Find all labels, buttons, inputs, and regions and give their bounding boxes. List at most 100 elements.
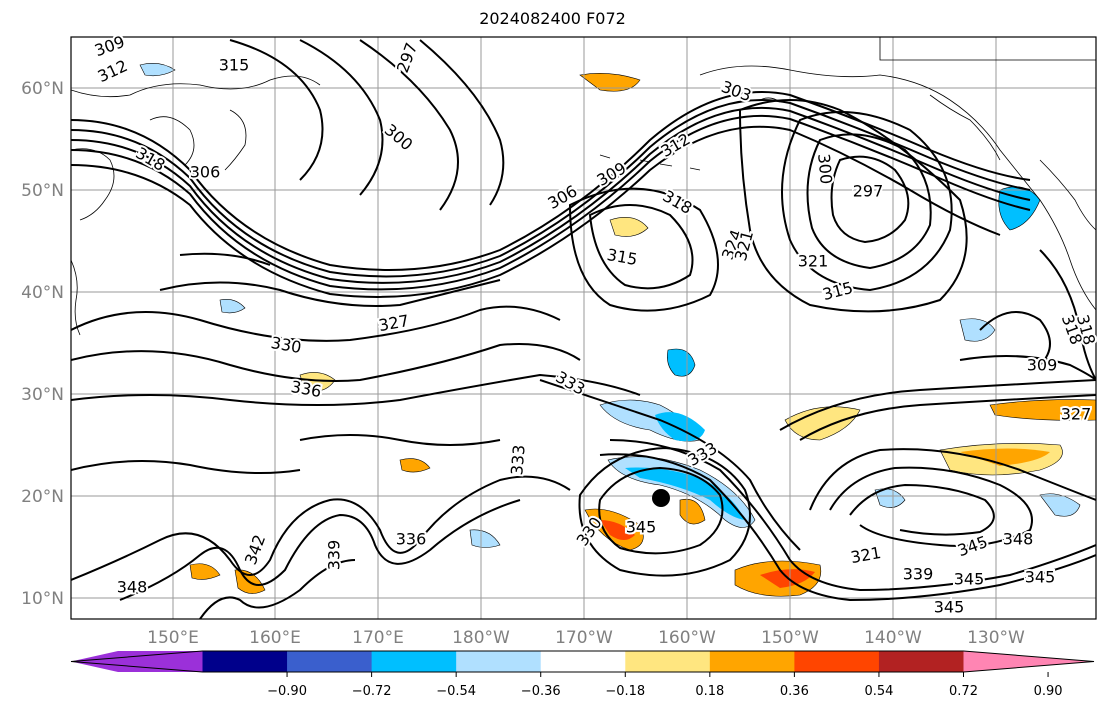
shade-patch <box>784 406 861 441</box>
contour-label: 345 <box>1025 568 1056 587</box>
contour-line <box>806 133 932 270</box>
shade-patch <box>609 217 649 237</box>
lat-label: 10°N <box>21 589 64 609</box>
colorbar-tick-label: −0.18 <box>605 684 645 699</box>
colorbar-segment <box>456 651 542 672</box>
lon-label: 160°E <box>249 628 301 648</box>
colorbar-tick-label: 0.36 <box>780 684 809 699</box>
colorbar-tick-label: −0.54 <box>436 684 476 699</box>
shade-patch <box>219 299 246 314</box>
contour-line <box>578 446 751 577</box>
contour-line <box>739 99 968 313</box>
lon-label: 140°W <box>864 628 922 648</box>
colorbar-outline <box>70 650 1095 673</box>
lon-label: 150°E <box>147 628 199 648</box>
contour-line <box>159 279 501 307</box>
lon-label: 130°W <box>967 628 1025 648</box>
contour-line <box>598 466 724 555</box>
colorbar-extend-min <box>71 651 203 672</box>
colorbar-tick-label: −0.72 <box>352 684 392 699</box>
contour-line <box>179 252 271 266</box>
contour-line <box>779 379 1096 431</box>
shade-patch <box>989 399 1096 421</box>
contour-label: 336 <box>396 530 427 549</box>
contour-line <box>71 91 1031 271</box>
map-title: 2024082400 F072 <box>0 9 1105 28</box>
lat-label: 50°N <box>21 181 64 201</box>
colorbar-segment <box>371 651 457 672</box>
contour-label: 315 <box>219 56 250 75</box>
longitude-axis: 150°E 160°E 170°E 180°W 170°W 160°W 150°… <box>147 628 1025 648</box>
shade-patch <box>189 563 221 580</box>
contour-label: 297 <box>853 182 884 201</box>
contour-line <box>959 355 1096 381</box>
contour-line <box>829 466 1033 547</box>
colorbar-tick-label: 0.90 <box>1034 684 1063 699</box>
contour-label: 348 <box>1003 530 1034 549</box>
contour-line <box>539 379 801 551</box>
contour-line <box>299 434 501 446</box>
contour-line <box>119 499 521 601</box>
contour-line <box>979 311 1051 366</box>
lat-label: 30°N <box>21 385 64 405</box>
lon-label: 170°W <box>555 628 613 648</box>
contour-line <box>71 114 1031 291</box>
contour-label: 309 <box>1027 356 1058 375</box>
shade-patch <box>625 467 745 520</box>
colorbar-tick-label: 0.18 <box>695 684 724 699</box>
contour-line <box>588 204 694 290</box>
contour-line <box>199 559 356 619</box>
contour-line <box>799 394 1096 441</box>
contour-line <box>71 460 301 475</box>
contour-line <box>609 439 1096 592</box>
contour-line <box>419 39 505 206</box>
shade-patch <box>679 498 706 525</box>
contour-label: 321 <box>798 252 829 271</box>
lon-label: 150°W <box>761 628 819 648</box>
map-title-text: 2024082400 F072 <box>479 9 626 28</box>
shade-patch <box>1039 493 1081 517</box>
contour-line <box>71 343 581 382</box>
colorbar-segment <box>287 651 373 672</box>
contour-line <box>229 39 324 181</box>
colorbar-segment <box>625 651 711 672</box>
shade-patch <box>399 458 431 473</box>
shading-layer <box>139 63 1096 597</box>
colorbar-segment <box>709 651 795 672</box>
lat-label: 20°N <box>21 487 64 507</box>
contour-label: 348 <box>117 578 148 597</box>
contour-line <box>830 155 910 244</box>
contour-line <box>299 39 384 196</box>
colorbar-extend-max <box>963 651 1094 672</box>
colorbar-tick-label: 0.54 <box>864 684 893 699</box>
contour-line <box>71 373 641 406</box>
shade-patch <box>139 63 176 77</box>
contour-label: 327 <box>1061 405 1092 424</box>
contour-line <box>568 187 719 312</box>
contour-label: 345 <box>934 598 965 617</box>
contour-line <box>1039 249 1096 381</box>
contour-line <box>599 453 1096 602</box>
lon-label: 160°W <box>658 628 716 648</box>
storm-marker-icon <box>652 489 670 507</box>
lon-label: 180°W <box>452 628 510 648</box>
contours <box>71 39 1096 619</box>
latitude-axis: 60°N 50°N 40°N 30°N 20°N 10°N <box>21 79 64 609</box>
contour-line <box>71 125 1001 298</box>
colorbar-segment <box>878 651 964 672</box>
contour-label: 333 <box>507 444 529 476</box>
contour-line <box>849 483 995 536</box>
lon-label: 170°E <box>352 628 404 648</box>
colorbar-segment <box>202 651 288 672</box>
contour-label: 339 <box>903 565 934 584</box>
coastlines <box>71 37 1096 336</box>
map-border <box>70 36 1097 620</box>
lat-label: 60°N <box>21 79 64 99</box>
shade-patch <box>579 73 641 92</box>
colorbar-tick-label: 0.72 <box>949 684 978 699</box>
contour-label: 300 <box>814 153 836 185</box>
lat-label: 40°N <box>21 283 64 303</box>
contour-line <box>809 448 1096 511</box>
